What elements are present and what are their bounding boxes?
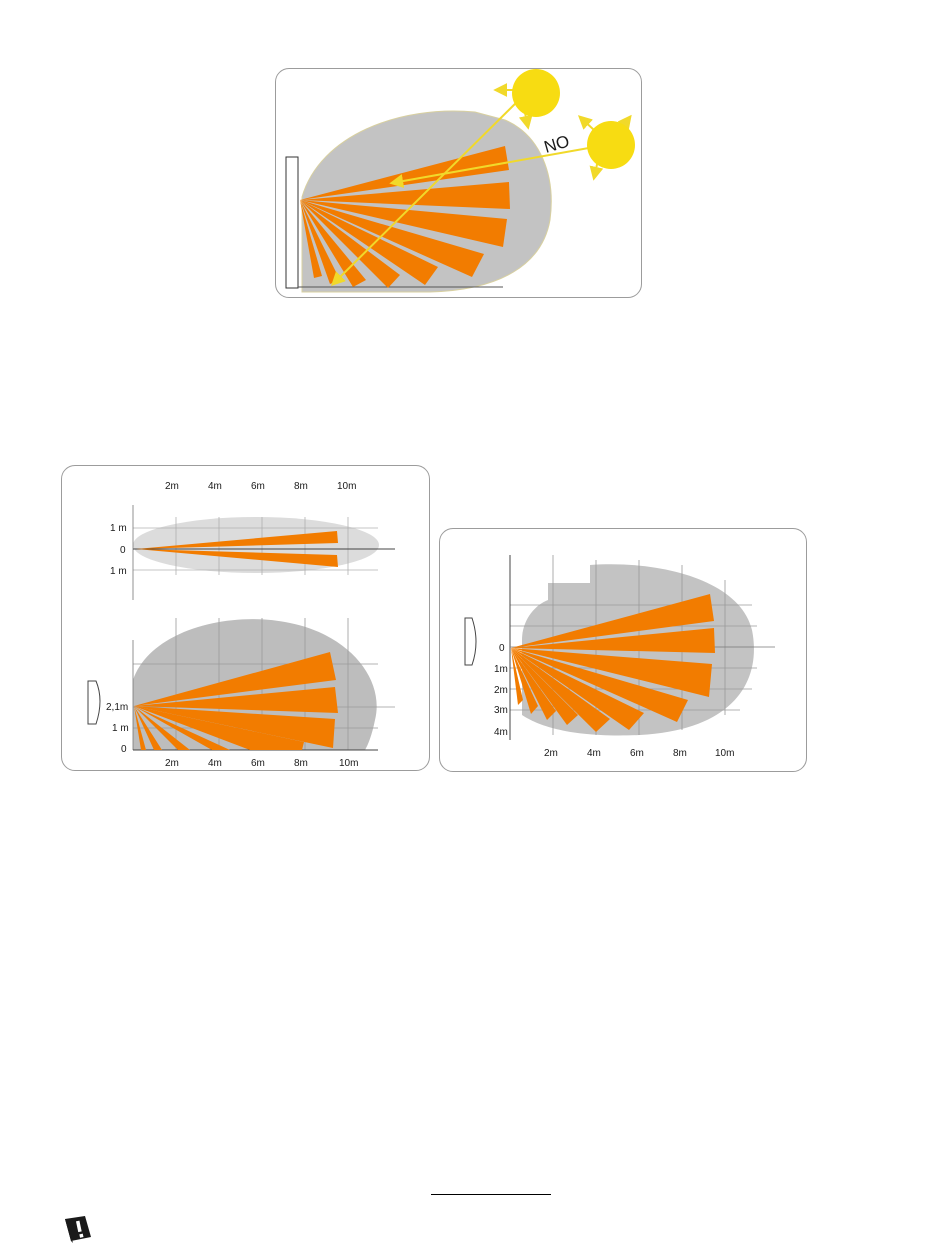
side-y-tick: 0 (121, 744, 127, 755)
top-x-tick: 6m (251, 481, 265, 492)
corner-x-tick: 8m (673, 748, 687, 759)
top-x-tick: 4m (208, 481, 222, 492)
top-view-plot: 2m 4m 6m 8m 10m 1 m 0 1 m (110, 481, 395, 600)
top-x-tick: 8m (294, 481, 308, 492)
top-y-tick: 1 m (110, 566, 127, 577)
side-x-tick: 8m (294, 758, 308, 769)
warning-book-icon (65, 1216, 91, 1243)
corner-y-tick: 1m (494, 664, 508, 675)
top-y-tick: 1 m (110, 523, 127, 534)
side-y-tick: 1 m (112, 723, 129, 734)
side-x-tick: 2m (165, 758, 179, 769)
side-x-tick: 10m (339, 758, 358, 769)
corner-x-tick: 10m (715, 748, 734, 759)
side-x-tick: 4m (208, 758, 222, 769)
top-x-tick: 10m (337, 481, 356, 492)
detector-icon (464, 617, 477, 666)
corner-y-tick: 3m (494, 705, 508, 716)
detector-icon (87, 680, 101, 725)
detection-beams (300, 146, 510, 288)
top-y-tick: 0 (120, 545, 126, 556)
side-view-plot: 2m 4m 6m 8m 10m 2,1m 1 m 0 (87, 618, 395, 769)
corner-y-tick: 2m (494, 685, 508, 696)
top-x-tick: 2m (165, 481, 179, 492)
corner-beams (511, 594, 715, 732)
corner-y-tick: 0 (499, 643, 505, 654)
corner-y-tick: 4m (494, 727, 508, 738)
wall-mount (285, 156, 299, 289)
sun-upper (512, 69, 560, 117)
corner-x-tick: 2m (544, 748, 558, 759)
sun-lower (587, 121, 635, 169)
corner-x-tick: 6m (630, 748, 644, 759)
corner-x-tick: 4m (587, 748, 601, 759)
footer-rule (431, 1194, 551, 1195)
sun-rays (331, 83, 632, 286)
side-x-tick: 6m (251, 758, 265, 769)
side-y-tick: 2,1m (106, 702, 128, 713)
